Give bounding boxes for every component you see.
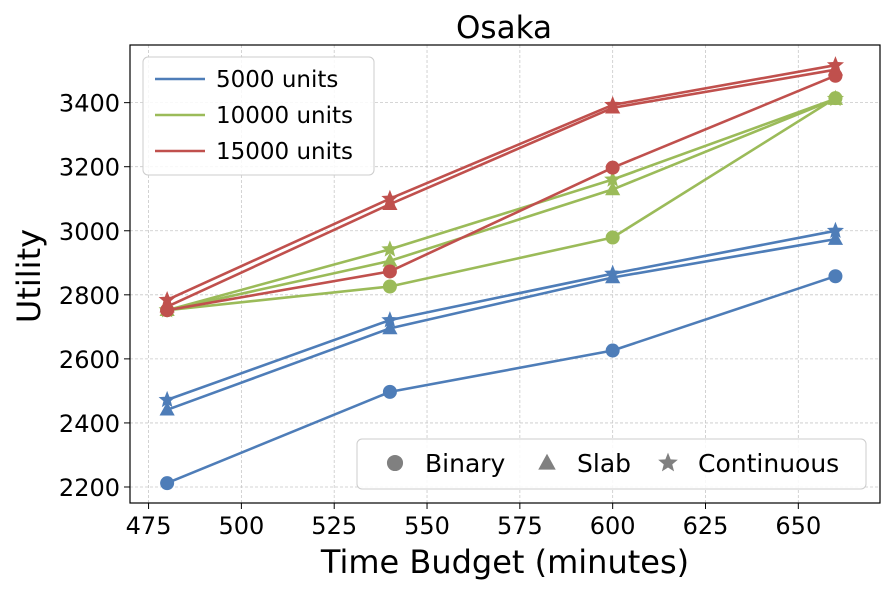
series-line xyxy=(166,97,836,312)
series-5000-units-slab xyxy=(159,231,844,416)
legend-label-binary: Binary xyxy=(425,449,506,478)
data-point-star xyxy=(826,56,845,73)
series-5000-units-binary xyxy=(160,269,843,491)
data-point-star xyxy=(604,95,622,113)
y-tick-label: 3000 xyxy=(59,218,120,246)
series-line xyxy=(166,68,836,308)
plot-frame xyxy=(129,44,881,504)
y-axis-title: Utility xyxy=(10,229,48,323)
data-point-star xyxy=(381,240,399,257)
x-tick-label: 475 xyxy=(126,512,172,540)
x-tick-label: 650 xyxy=(775,512,821,540)
y-tick-label: 2800 xyxy=(59,282,120,310)
series-line xyxy=(166,74,836,312)
series-line xyxy=(166,63,836,302)
legend-label-slab: Slab xyxy=(577,449,631,478)
legend-marker-triangle xyxy=(538,453,556,470)
series-layer xyxy=(158,56,845,491)
marker-legend-markers xyxy=(386,452,678,472)
legend-label-5000: 5000 units xyxy=(216,67,338,93)
legend-label-continuous: Continuous xyxy=(698,449,839,478)
data-point-triangle xyxy=(382,252,398,267)
series-15000-units-binary xyxy=(160,68,843,318)
x-tick-label: 500 xyxy=(218,512,264,540)
x-tick-label: 625 xyxy=(683,512,729,540)
x-tick-label: 550 xyxy=(404,512,450,540)
color-legend-box xyxy=(142,56,375,176)
data-point-star xyxy=(158,290,176,308)
data-point-star xyxy=(604,170,622,187)
data-point-circle xyxy=(828,269,843,284)
data-point-triangle xyxy=(159,401,175,416)
y-tick-label: 3200 xyxy=(59,154,120,182)
legend-label-10000: 10000 units xyxy=(216,103,353,129)
data-point-triangle xyxy=(382,196,398,210)
y-tick-label: 3400 xyxy=(59,90,120,118)
marker-legend-box xyxy=(356,438,867,490)
x-axis-title: Time Budget (minutes) xyxy=(320,543,689,581)
y-tick-label: 2600 xyxy=(59,346,120,374)
series-15000-units-continuous xyxy=(158,56,845,308)
y-axis: 2200 2400 2600 2800 3000 3200 3400 xyxy=(59,90,130,502)
series-5000-units-continuous xyxy=(158,221,845,408)
data-point-circle xyxy=(382,264,397,279)
x-tick-label: 575 xyxy=(497,512,543,540)
series-line xyxy=(166,229,836,402)
legend-marker-circle xyxy=(386,454,404,472)
data-point-circle xyxy=(382,384,397,399)
data-point-star xyxy=(381,311,399,328)
chart-title: Osaka xyxy=(456,10,552,46)
x-axis: 475 500 525 550 575 600 625 650 xyxy=(126,503,821,540)
data-point-star xyxy=(604,264,622,281)
data-point-star xyxy=(826,89,845,107)
data-point-star xyxy=(381,189,399,207)
data-point-circle xyxy=(605,230,620,245)
series-line xyxy=(166,237,836,412)
marker-legend: Binary Slab Continuous xyxy=(356,438,867,490)
data-point-circle xyxy=(160,476,175,491)
legend-marker-star xyxy=(658,452,678,472)
data-point-triangle xyxy=(605,181,621,196)
x-tick-label: 600 xyxy=(590,512,636,540)
series-line xyxy=(166,274,836,485)
data-point-circle xyxy=(605,343,620,358)
data-point-triangle xyxy=(159,298,175,313)
x-tick-label: 525 xyxy=(311,512,357,540)
data-point-triangle xyxy=(827,231,844,245)
legend-label-15000: 15000 units xyxy=(216,139,353,165)
data-point-circle xyxy=(382,279,397,294)
data-point-star xyxy=(158,390,176,408)
y-tick-label: 2400 xyxy=(59,410,120,438)
data-point-star xyxy=(826,221,845,239)
series-line xyxy=(166,97,836,312)
data-point-circle xyxy=(605,160,620,175)
y-tick-label: 2200 xyxy=(59,474,120,502)
data-point-triangle xyxy=(382,320,398,335)
color-legend: 5000 units 10000 units 15000 units xyxy=(142,56,375,176)
series-line xyxy=(166,97,837,312)
